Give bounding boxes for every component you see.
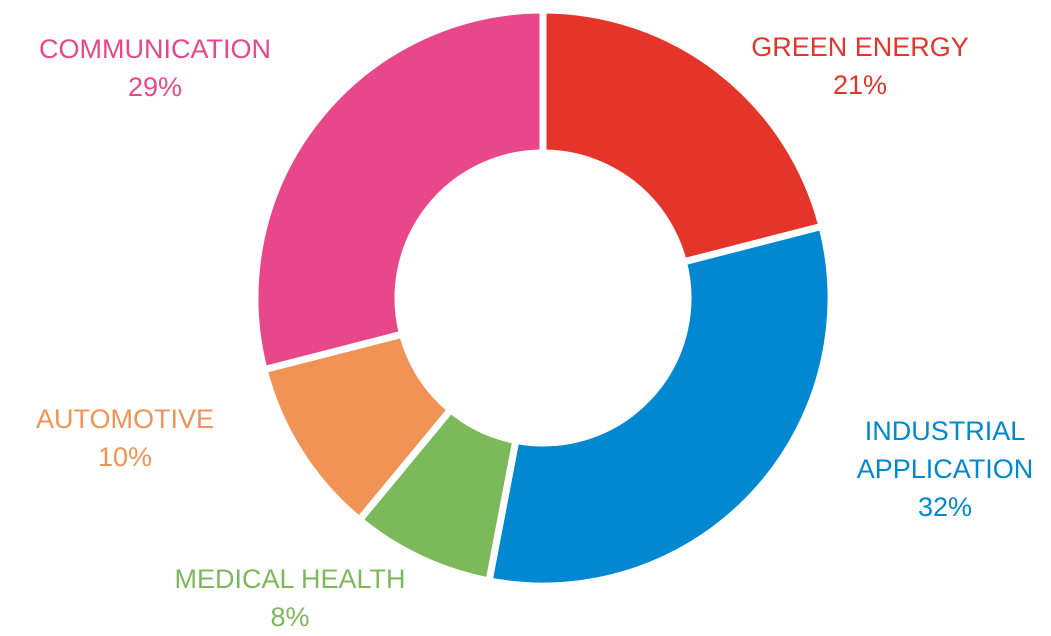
donut-slice [539, 6, 827, 267]
category-label: MEDICAL HEALTH [174, 564, 406, 594]
slice-label: GREEN ENERGY 21% [730, 28, 990, 104]
slice-label: INDUSTRIAL APPLICATION 32% [835, 412, 1051, 526]
category-label: GREEN ENERGY [751, 32, 969, 62]
donut-slice [484, 222, 835, 590]
value-label: 10% [97, 442, 153, 472]
slice-label: COMMUNICATION 29% [0, 30, 315, 106]
slice-label: MEDICAL HEALTH 8% [130, 560, 450, 636]
slice-label: AUTOMOTIVE 10% [0, 400, 255, 476]
category-label: AUTOMOTIVE [35, 404, 215, 434]
donut-slice [251, 6, 547, 374]
value-label: 29% [127, 72, 183, 102]
category-label: COMMUNICATION [39, 34, 271, 64]
value-label: 8% [270, 602, 310, 632]
category-label: INDUSTRIAL APPLICATION [856, 416, 1034, 484]
value-label: 32% [917, 492, 973, 522]
value-label: 21% [832, 70, 888, 100]
